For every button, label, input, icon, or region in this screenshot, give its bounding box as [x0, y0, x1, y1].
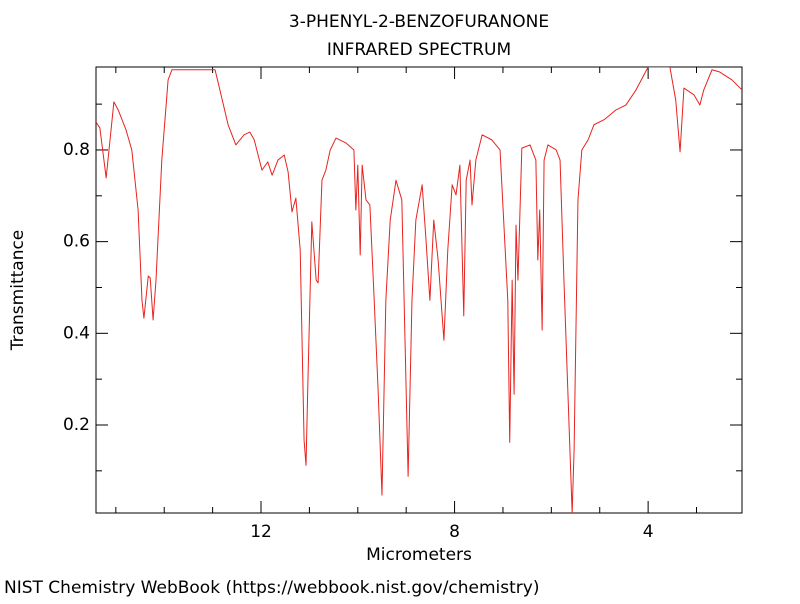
y-tick-label: 0.6 — [63, 232, 90, 252]
x-tick-label: 8 — [449, 522, 460, 542]
x-axis-label: Micrometers — [366, 545, 472, 565]
plot-area — [96, 67, 742, 513]
y-tick-label: 0.2 — [63, 415, 90, 435]
x-tick-label: 12 — [250, 522, 272, 542]
chart-subtitle: INFRARED SPECTRUM — [327, 40, 511, 60]
spectrum-line — [96, 67, 742, 513]
y-tick-label: 0.4 — [63, 323, 90, 343]
x-tick-label: 4 — [643, 522, 654, 542]
y-tick-label: 0.8 — [63, 140, 90, 160]
footer: NIST Chemistry WebBook (https://webbook.… — [4, 578, 539, 598]
plot-frame — [95, 66, 743, 514]
y-axis-label: Transmittance — [8, 230, 28, 352]
chart-title: 3-PHENYL-2-BENZOFURANONE — [289, 12, 549, 32]
